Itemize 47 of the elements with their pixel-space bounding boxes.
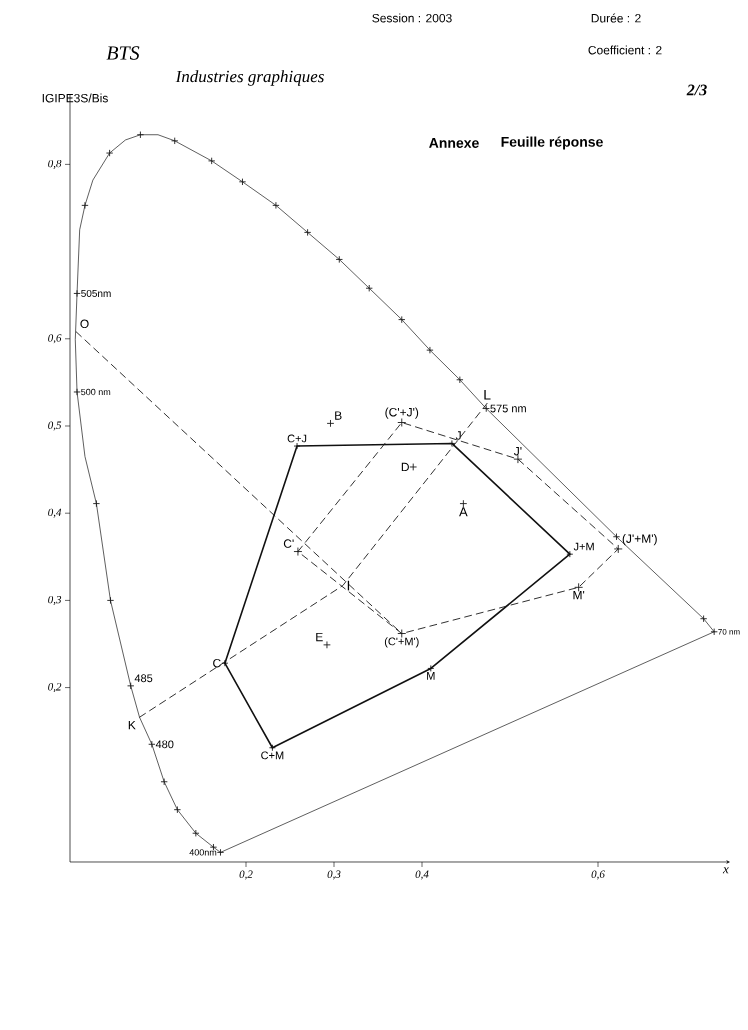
annotation: J+M: [573, 542, 594, 551]
text: Durée : 2: [591, 13, 641, 23]
text: BTS: [106, 46, 140, 60]
text: Industries graphiques: [175, 70, 324, 86]
annotation: 485: [134, 674, 153, 683]
annotation: I: [347, 580, 350, 591]
annotation: 480: [155, 740, 174, 749]
annotation: J': [513, 447, 522, 456]
y-tick-label: 0,5: [48, 421, 62, 431]
annotation: D: [401, 462, 409, 472]
annotation: 500 nm: [81, 388, 111, 396]
text: Annexe: [429, 138, 479, 148]
annotation: (C'+J'): [385, 407, 419, 419]
annotation: B: [335, 411, 342, 420]
annotation: E: [316, 632, 323, 642]
x-tick-label: 0,2: [239, 870, 253, 880]
x-axis-title: x: [722, 867, 729, 874]
annotation: 70 nm: [718, 628, 740, 635]
annotation: 2/3: [686, 84, 707, 96]
annotation: K: [128, 720, 136, 730]
annotation: O: [80, 319, 89, 329]
annotation: L: [484, 389, 491, 400]
annotation: (C'+M'): [384, 637, 419, 648]
annotation: IGIPE3S/Bis: [42, 93, 108, 103]
annotation: C: [213, 658, 221, 668]
annotation: (J'+M'): [622, 534, 657, 546]
annotation: 575 nm: [490, 404, 526, 413]
annotation: 400nm: [189, 849, 217, 856]
annotation: C+M: [261, 751, 284, 760]
x-tick-label: 0,6: [591, 870, 605, 880]
text: Coefficient : 2: [588, 45, 662, 55]
annotation: C': [283, 539, 294, 548]
annotation: A: [459, 507, 468, 517]
y-tick-label: 0,6: [48, 334, 62, 344]
annotation: M: [427, 672, 435, 680]
annotation: M': [573, 591, 585, 600]
annotation: 505nm: [81, 289, 111, 297]
x-tick-label: 0,4: [415, 870, 429, 880]
text: Session : 2003: [372, 13, 452, 23]
text: Feuille réponse: [501, 136, 603, 150]
y-tick-label: 0,3: [48, 595, 62, 605]
y-tick-label: 0,2: [48, 683, 62, 693]
annotation: J: [455, 431, 461, 440]
x-tick-label: 0,3: [327, 870, 341, 880]
y-tick-label: 0,8: [48, 159, 62, 169]
y-tick-label: 0,4: [48, 508, 62, 518]
annotation: C+J: [287, 434, 307, 443]
